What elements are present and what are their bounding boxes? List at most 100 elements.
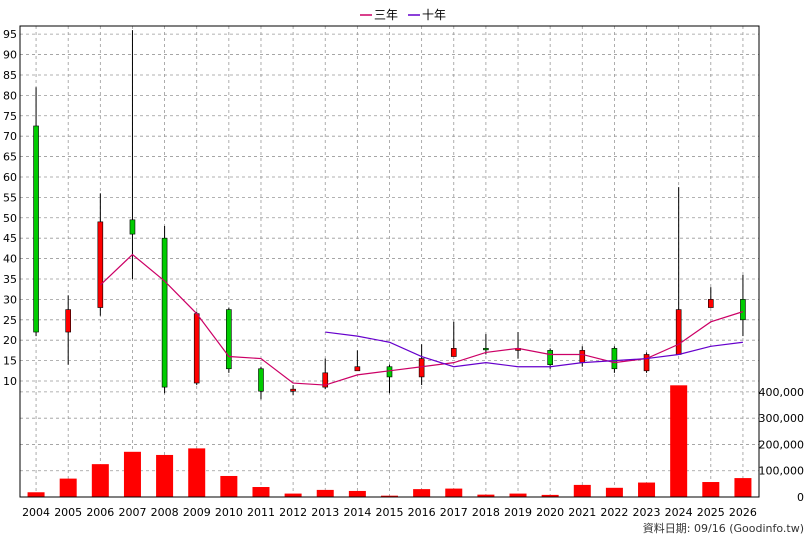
ma-line-3yr xyxy=(99,253,744,386)
grid-lines xyxy=(20,26,759,498)
candle-body xyxy=(226,309,232,370)
volume-tick-label: 200,000 xyxy=(759,438,805,451)
candle-body xyxy=(418,358,425,378)
price-tick-label: 75 xyxy=(3,110,17,123)
x-tick-label: 2026 xyxy=(729,506,757,519)
candle-body xyxy=(611,348,618,370)
price-tick-label: 85 xyxy=(3,69,17,82)
candle-body xyxy=(322,372,329,388)
price-tick-label: 45 xyxy=(3,232,17,245)
volume-bars xyxy=(27,385,752,497)
x-tick-label: 2008 xyxy=(151,506,179,519)
volume-bar xyxy=(348,490,366,497)
x-tick-label: 2006 xyxy=(86,506,114,519)
candle-body xyxy=(354,366,361,372)
candle-body xyxy=(33,125,39,333)
volume-bar xyxy=(445,488,463,497)
data-date-footer: 資料日期: 09/16 (Goodinfo.tw) xyxy=(643,521,804,535)
volume-bar xyxy=(381,495,398,497)
candle-body xyxy=(386,366,393,378)
x-tick-label: 2016 xyxy=(408,506,436,519)
x-tick-label: 2004 xyxy=(22,506,50,519)
price-tick-label: 90 xyxy=(3,49,17,62)
price-axis: 10 15 20 25 30 35 40 45 50 55 60 65 70 75 80 85 90 95 xyxy=(3,28,17,388)
volume-bar xyxy=(670,385,688,497)
x-tick-label: 2023 xyxy=(633,506,661,519)
volume-bar xyxy=(573,484,591,497)
volume-tick-label: 100,000 xyxy=(759,465,805,478)
price-tick-label: 40 xyxy=(3,253,17,266)
x-tick-label: 2018 xyxy=(472,506,500,519)
candle-body xyxy=(675,309,682,355)
volume-bar xyxy=(734,478,752,497)
x-tick-label: 2021 xyxy=(568,506,596,519)
volume-bar xyxy=(541,494,559,497)
volume-bar xyxy=(27,492,45,497)
x-tick-label: 2017 xyxy=(440,506,468,519)
volume-bar xyxy=(702,482,720,497)
candle-body xyxy=(450,348,457,357)
candle-body xyxy=(193,313,200,384)
candle-body xyxy=(161,237,168,388)
candle-body xyxy=(483,348,489,351)
x-tick-label: 2022 xyxy=(600,506,628,519)
price-tick-label: 80 xyxy=(3,89,17,102)
volume-tick-label: 300,000 xyxy=(759,412,805,425)
ma-line-10yr xyxy=(325,331,744,368)
volume-bar xyxy=(188,448,206,497)
volume-bar xyxy=(509,493,527,497)
x-axis: 2004 2005 2006 2007 2008 2009 2010 2011 2012 2013… xyxy=(22,506,757,519)
price-tick-label: 20 xyxy=(3,334,17,347)
price-tick-label: 30 xyxy=(3,293,17,306)
candle-body xyxy=(65,309,71,333)
volume-tick-label: 400,000 xyxy=(759,386,805,399)
candle-body xyxy=(579,350,586,363)
x-tick-label: 2020 xyxy=(536,506,564,519)
price-tick-label: 65 xyxy=(3,151,17,164)
candle-body xyxy=(740,299,746,321)
volume-bar xyxy=(284,493,302,497)
x-tick-label: 2013 xyxy=(311,506,339,519)
candle-body xyxy=(290,388,296,392)
price-tick-label: 15 xyxy=(3,355,17,368)
price-tick-label: 60 xyxy=(3,171,17,184)
volume-tick-label: 0 xyxy=(797,491,804,504)
volume-bar xyxy=(252,487,270,497)
price-tick-label: 95 xyxy=(3,28,17,41)
volume-bar xyxy=(123,451,141,497)
candle-body xyxy=(547,350,553,365)
x-tick-label: 2007 xyxy=(118,506,146,519)
volume-bar xyxy=(413,489,431,497)
legend: 三年 十年 xyxy=(360,8,446,22)
volume-axis: 0 100,000 200,000 300,000 400,000 xyxy=(759,386,805,504)
volume-bar xyxy=(91,464,109,497)
candle-body xyxy=(97,221,104,308)
x-tick-label: 2012 xyxy=(279,506,307,519)
candle-body xyxy=(643,354,650,372)
moving-average-lines xyxy=(99,253,744,386)
candle-body xyxy=(129,219,136,235)
x-tick-label: 2005 xyxy=(54,506,82,519)
price-tick-label: 55 xyxy=(3,191,17,204)
x-tick-label: 2025 xyxy=(697,506,725,519)
candle-body xyxy=(258,368,264,392)
price-tick-label: 10 xyxy=(3,375,17,388)
x-tick-label: 2015 xyxy=(376,506,404,519)
volume-bar xyxy=(605,487,623,497)
volume-bar xyxy=(156,454,174,497)
price-tick-label: 25 xyxy=(3,314,17,327)
x-tick-label: 2014 xyxy=(343,506,371,519)
volume-bar xyxy=(638,482,656,497)
volume-bar xyxy=(316,489,334,497)
x-tick-label: 2019 xyxy=(504,506,532,519)
volume-bar xyxy=(220,475,238,497)
volume-bar xyxy=(59,478,77,497)
volume-bar xyxy=(477,494,495,497)
x-tick-label: 2010 xyxy=(215,506,243,519)
plot-frame xyxy=(19,25,760,498)
price-tick-label: 50 xyxy=(3,212,17,225)
legend-label-10yr: 十年 xyxy=(422,8,446,22)
candle-body xyxy=(708,299,714,308)
x-tick-label: 2009 xyxy=(183,506,211,519)
